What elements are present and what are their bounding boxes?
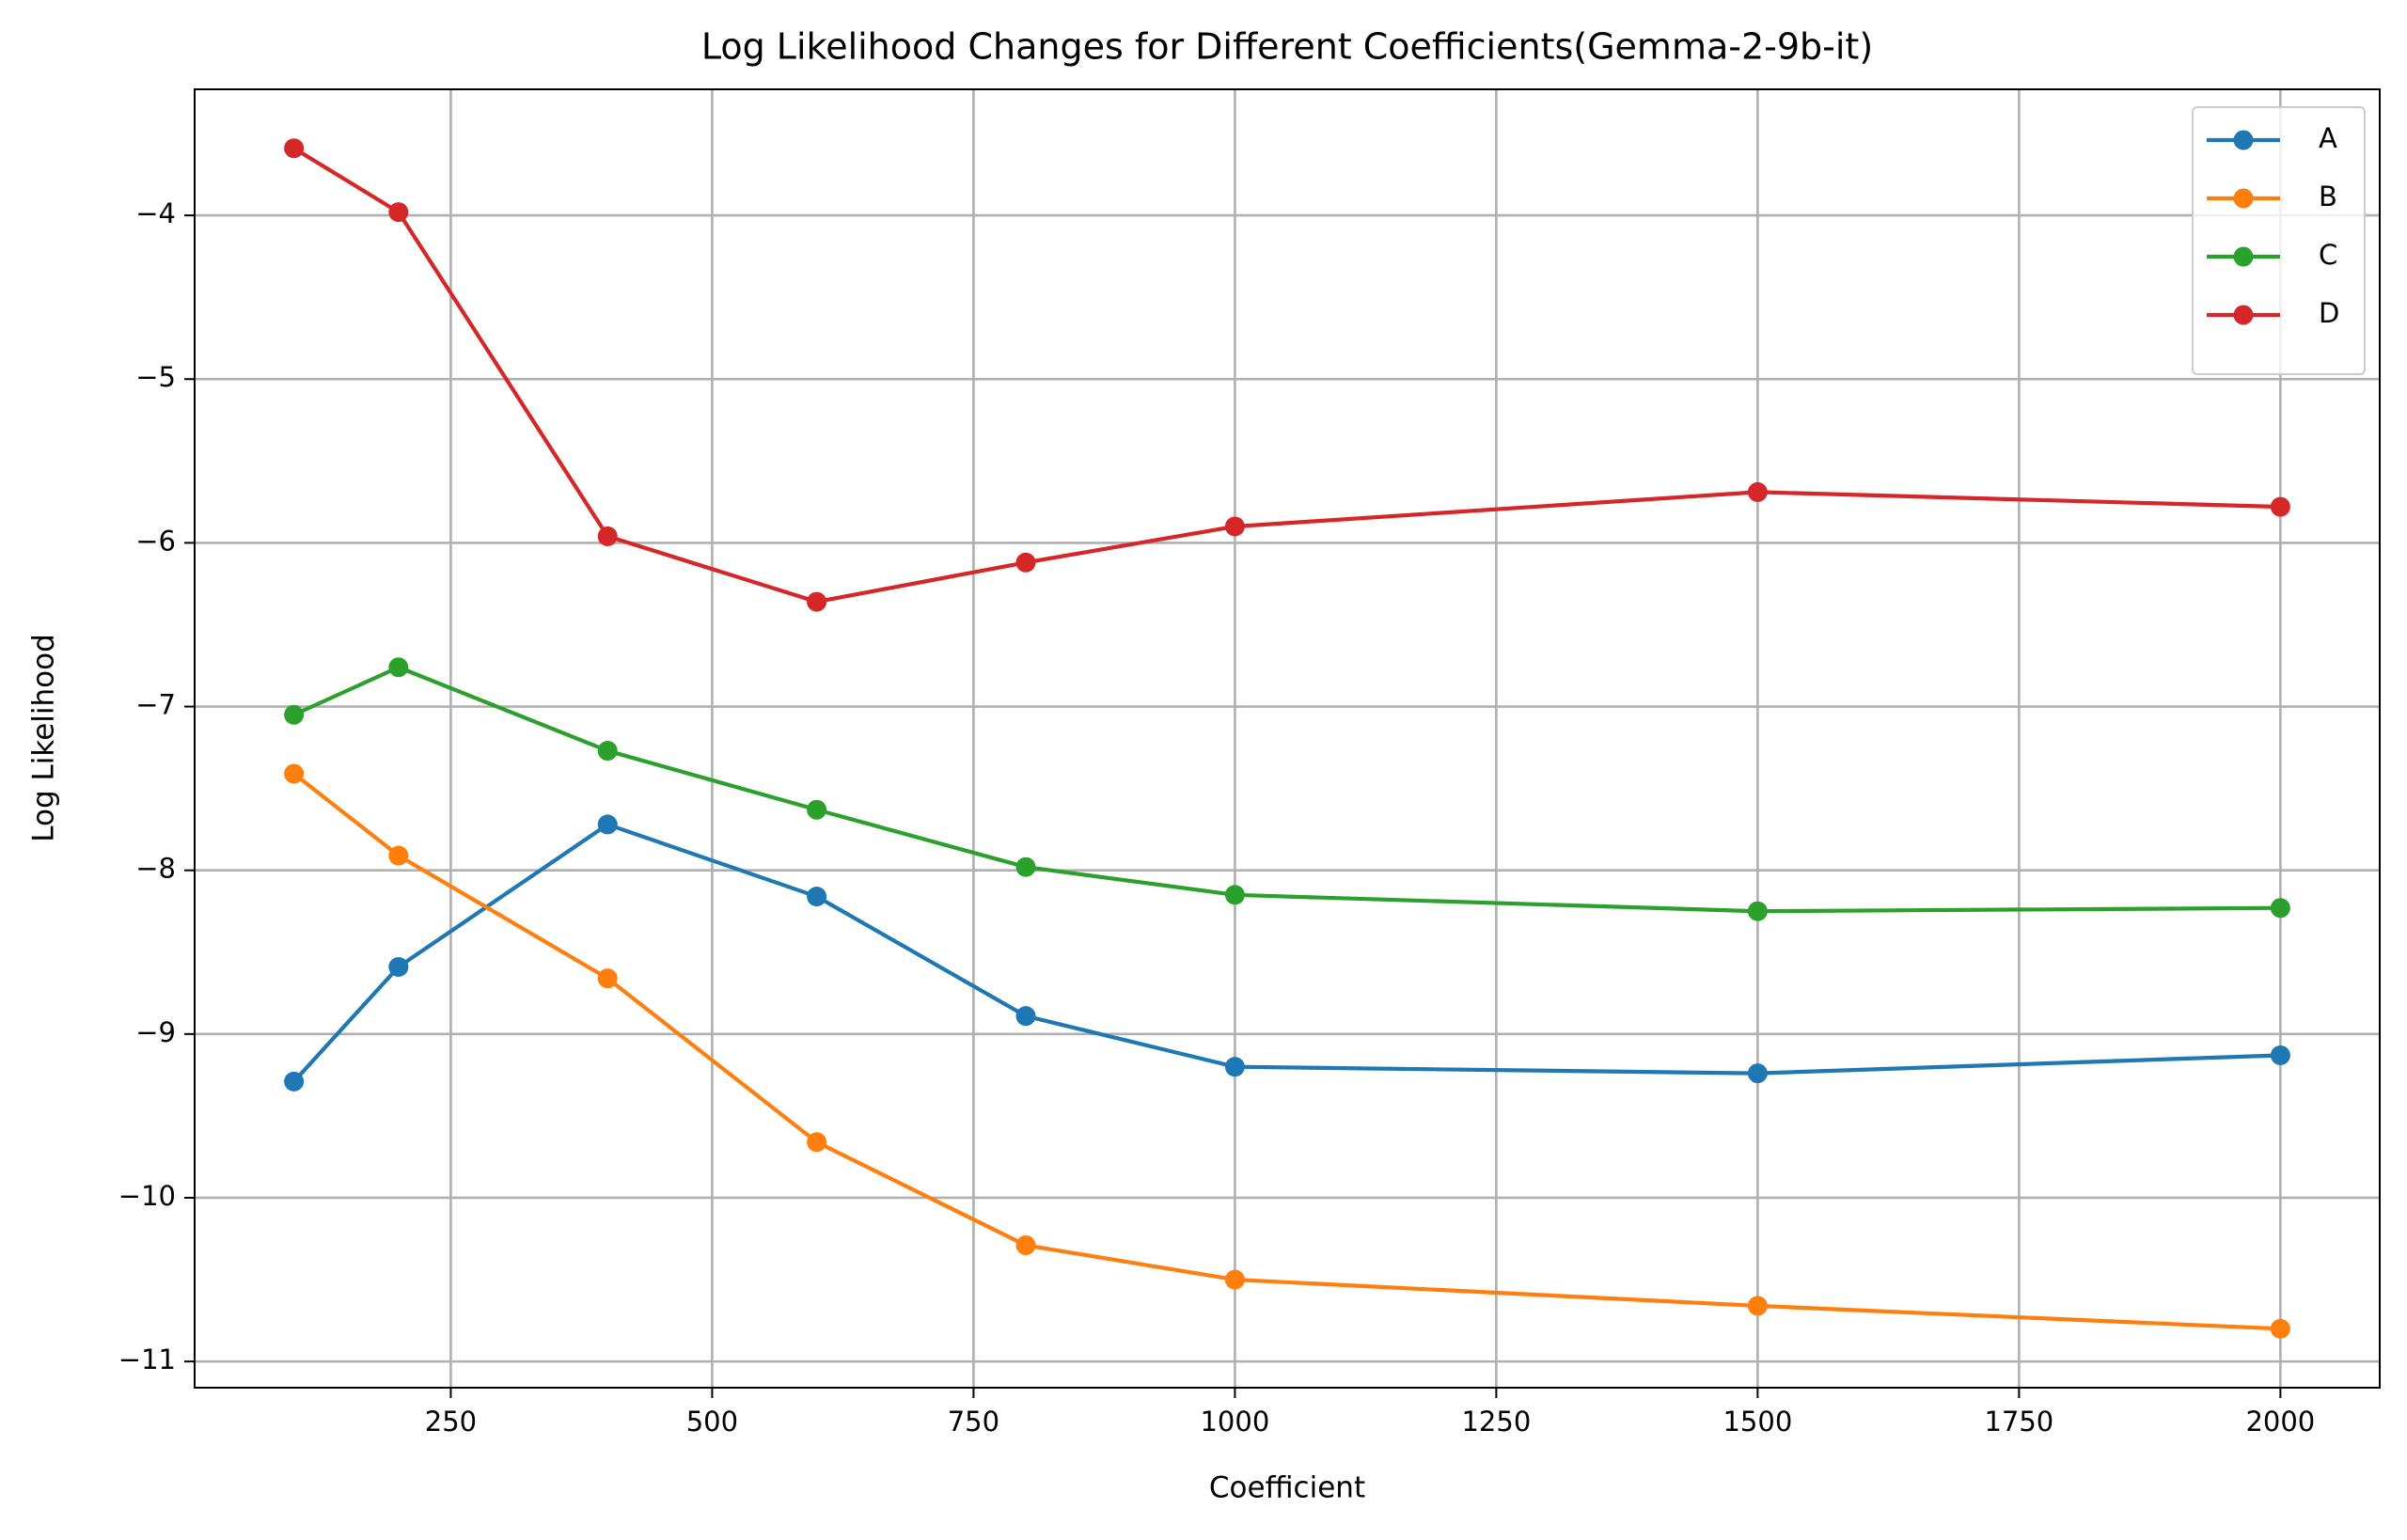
legend-marker [2233,130,2254,150]
legend-label: A [2319,122,2337,154]
data-point [1224,885,1245,905]
legend-label: C [2319,239,2337,271]
data-point [1224,516,1245,537]
data-point [1015,1234,1036,1255]
x-tick-label: 250 [425,1406,477,1438]
data-point [1747,481,1768,502]
data-point [2270,1318,2290,1339]
y-tick-label: −5 [135,361,176,393]
data-point [388,202,409,223]
x-tick-label: 500 [686,1406,738,1438]
data-point [807,887,827,907]
data-point [1747,1063,1768,1084]
data-point [807,591,827,612]
data-point [284,1071,305,1092]
chart-title: Log Likelihood Changes for Different Coe… [701,26,1873,68]
x-tick-label: 1750 [1984,1406,2053,1438]
x-tick-label: 1000 [1200,1406,1269,1438]
data-point [807,799,827,820]
legend-marker [2233,305,2254,325]
legend-box [2192,106,2366,375]
data-point [1224,1057,1245,1077]
data-point [2270,1045,2290,1065]
legend-marker [2233,188,2254,209]
data-point [1015,856,1036,877]
x-tick-label: 2000 [2245,1406,2315,1438]
data-point [388,845,409,866]
x-tick-label: 1500 [1723,1406,1792,1438]
data-point [597,741,618,762]
data-point [1015,1006,1036,1027]
data-point [597,968,618,989]
x-tick-label: 750 [948,1406,999,1438]
data-point [2270,496,2290,517]
plot-frame [194,88,2381,1389]
x-tick-label: 1250 [1461,1406,1531,1438]
data-point [388,657,409,678]
series-line [292,665,2281,914]
data-point [388,956,409,977]
series-line [292,146,2281,605]
y-tick-label: −11 [118,1344,176,1375]
data-point [2270,898,2290,919]
data-point [284,138,305,159]
y-tick-label: −8 [135,853,176,885]
legend-label: B [2319,181,2337,212]
data-point [1747,901,1768,921]
data-point [284,763,305,784]
y-axis-label: Log Likelihood [27,634,61,842]
legend-label: D [2319,297,2339,329]
legend-marker [2233,246,2254,267]
data-point [284,704,305,725]
x-axis-label: Coefficient [1209,1471,1365,1505]
data-point [1224,1269,1245,1290]
y-tick-label: −10 [118,1180,176,1212]
y-tick-label: −4 [135,197,176,229]
series-line [292,772,2281,1331]
data-point [597,814,618,835]
data-point [1015,552,1036,573]
data-point [1747,1296,1768,1316]
y-tick-label: −6 [135,525,176,557]
y-tick-label: −9 [135,1016,176,1048]
series-line [292,822,2281,1083]
data-point [597,526,618,546]
y-tick-label: −7 [135,689,176,721]
data-point [807,1132,827,1153]
